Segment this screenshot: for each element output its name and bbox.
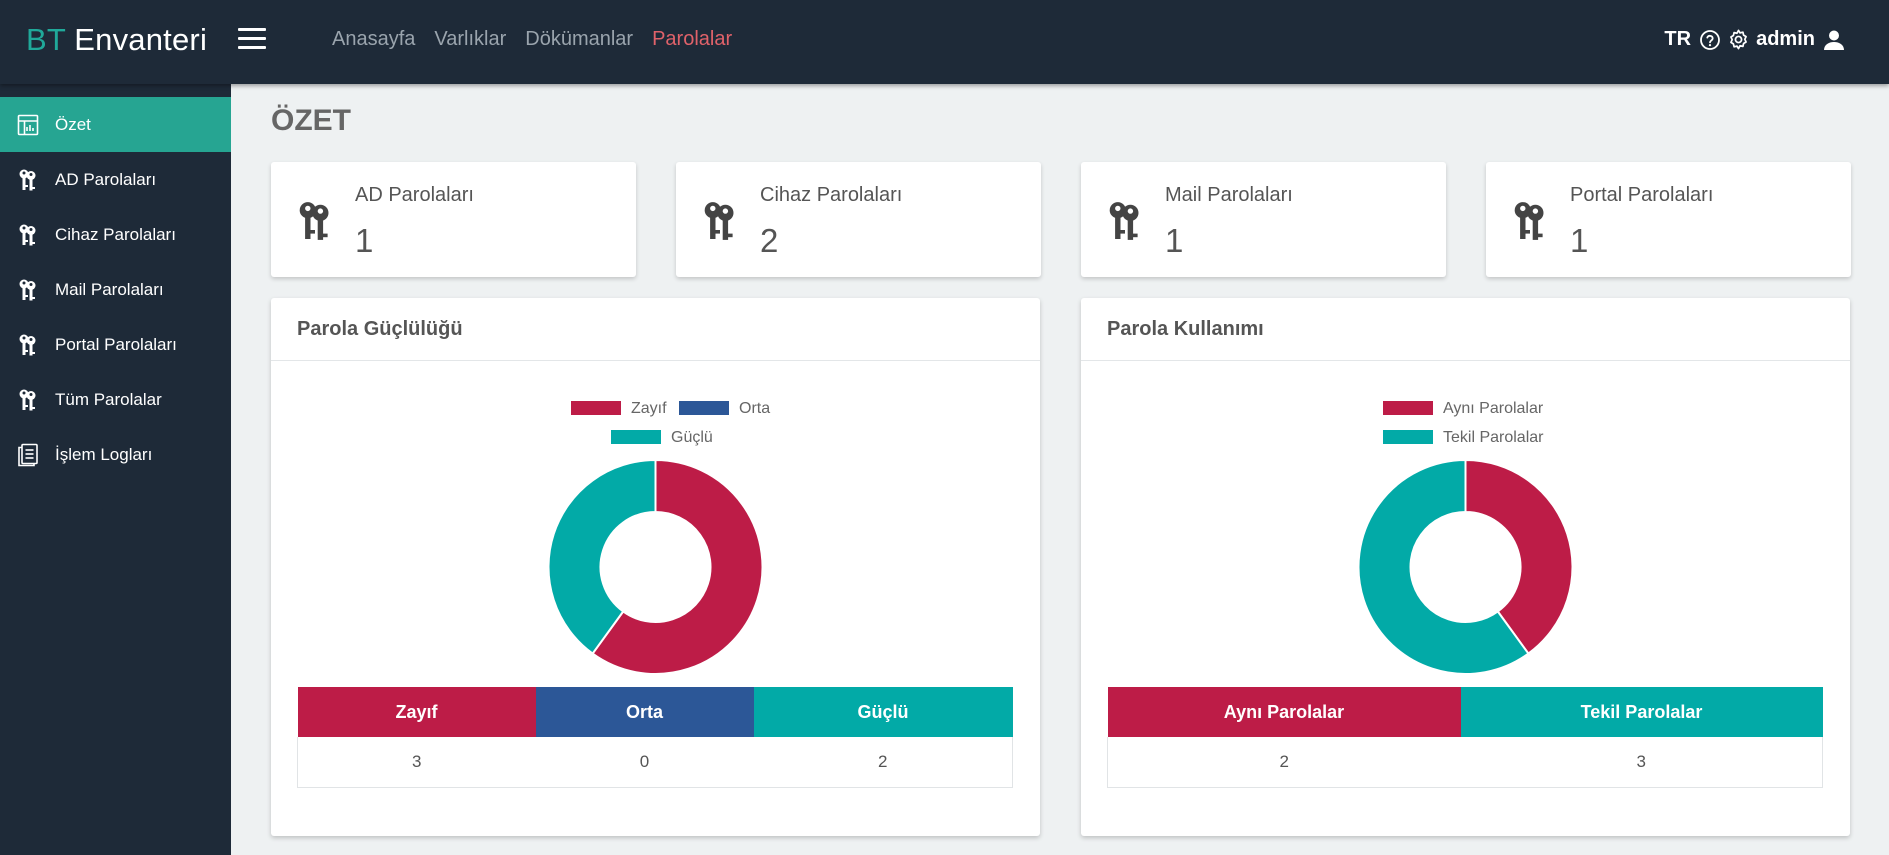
main-content: ÖZET AD Parolaları 1 Cihaz Parolaları 2 … (231, 84, 1889, 855)
panel-password-usage: Parola Kullanımı Aynı Parolalar Tekil Par… (1081, 298, 1850, 836)
user-icon[interactable] (1823, 29, 1845, 51)
cell-weak-count: 3 (297, 737, 536, 788)
slice-zayif[interactable] (591, 458, 764, 675)
sidebar-item-label: AD Parolaları (55, 169, 157, 189)
strength-table: Zayıf Orta Güçlü 3 0 2 (297, 687, 1013, 788)
gear-icon[interactable] (1727, 28, 1750, 51)
stat-label: AD Parolaları (355, 184, 474, 206)
help-circle-icon[interactable] (1699, 29, 1721, 51)
legend-swatch-tekil-parolalar[interactable] (1383, 430, 1433, 444)
stat-value: 1 (355, 222, 374, 259)
legend-label-orta[interactable]: Orta (739, 400, 770, 417)
sidebar-item-islem-loglari[interactable]: İşlem Logları (0, 427, 231, 482)
col-same: Aynı Parolalar (1107, 687, 1461, 737)
sidebar-item-label: İşlem Logları (55, 444, 153, 464)
stat-card-mail: Mail Parolaları 1 (1081, 162, 1446, 277)
stat-value: 2 (760, 222, 779, 259)
top-nav: Anasayfa Varlıklar Dökümanlar Parolalar (332, 28, 751, 51)
legend-label-zayif[interactable]: Zayıf (631, 400, 667, 417)
sidebar-item-label: Tüm Parolalar (55, 389, 162, 409)
menu-toggle-icon[interactable] (238, 28, 266, 52)
usage-table: Aynı Parolalar Tekil Parolalar 2 3 (1107, 687, 1823, 788)
cell-unique-count: 3 (1460, 737, 1823, 788)
sidebar-item-cihaz-parolalari[interactable]: Cihaz Parolaları (0, 207, 231, 262)
nav-parolalar[interactable]: Parolalar (652, 28, 733, 50)
document-icon (16, 443, 40, 467)
legend-swatch-zayif[interactable] (571, 401, 621, 415)
stat-label: Cihaz Parolaları (760, 184, 903, 206)
stat-label: Portal Parolaları (1570, 184, 1714, 206)
keys-icon (16, 333, 40, 357)
stat-card-portal: Portal Parolaları 1 (1486, 162, 1851, 277)
col-weak: Zayıf (297, 687, 536, 737)
doughnut-chart-usage: Aynı Parolalar Tekil Parolalar (1357, 400, 1574, 675)
stat-label: Mail Parolaları (1165, 184, 1293, 206)
brand-name: Envanteri (74, 22, 208, 57)
sidebar-item-label: Portal Parolaları (55, 334, 177, 354)
brand-logo[interactable]: BT Envanteri (26, 22, 207, 58)
dashboard-icon (16, 113, 40, 137)
nav-dokumanlar[interactable]: Dökümanlar (525, 28, 634, 50)
cell-same-count: 2 (1107, 737, 1461, 788)
keys-icon (16, 388, 40, 412)
sidebar-item-label: Cihaz Parolaları (55, 224, 176, 244)
stat-card-ad: AD Parolaları 1 (271, 162, 636, 277)
panel-password-strength: Parola Güçlülüğü Zayıf Orta Güçlü Zayıf Or… (271, 298, 1040, 836)
legend-swatch-guclu[interactable] (611, 430, 661, 444)
panel-title: Parola Güçlülüğü (271, 298, 1040, 361)
keys-icon (1512, 196, 1548, 251)
table-row: 2 3 (1107, 737, 1823, 788)
cell-medium-count: 0 (535, 737, 754, 788)
legend-label-ayni-parolalar[interactable]: Aynı Parolalar (1443, 400, 1544, 417)
legend-swatch-orta[interactable] (679, 401, 729, 415)
keys-icon (702, 196, 738, 251)
sidebar-item-label: Özet (55, 114, 91, 134)
keys-icon (297, 196, 333, 251)
sidebar-item-ad-parolalari[interactable]: AD Parolaları (0, 152, 231, 207)
sidebar-item-ozet[interactable]: Özet (0, 97, 231, 152)
doughnut-chart-strength: Zayıf Orta Güçlü (547, 400, 770, 675)
stat-card-cihaz: Cihaz Parolaları 2 (676, 162, 1041, 277)
legend-label-guclu[interactable]: Güçlü (671, 429, 713, 446)
keys-icon (16, 168, 40, 192)
col-strong: Güçlü (753, 687, 1013, 737)
keys-icon (16, 223, 40, 247)
legend-label-tekil-parolalar[interactable]: Tekil Parolalar (1443, 429, 1544, 446)
brand-accent: BT (26, 22, 66, 57)
sidebar-item-tum-parolalar[interactable]: Tüm Parolalar (0, 372, 231, 427)
sidebar: Özet AD Parolaları Cihaz Parolaları Mail… (0, 84, 231, 855)
nav-anasayfa[interactable]: Anasayfa (332, 28, 416, 50)
nav-varliklar[interactable]: Varlıklar (434, 28, 507, 50)
username-label[interactable]: admin (1756, 28, 1815, 50)
slice-guclu[interactable] (547, 458, 657, 655)
stat-value: 1 (1570, 222, 1589, 259)
keys-icon (16, 278, 40, 302)
sidebar-item-portal-parolalari[interactable]: Portal Parolaları (0, 317, 231, 372)
sidebar-item-mail-parolalari[interactable]: Mail Parolaları (0, 262, 231, 317)
sidebar-item-label: Mail Parolaları (55, 279, 164, 299)
language-switch[interactable]: TR (1664, 28, 1692, 50)
cell-strong-count: 2 (753, 737, 1013, 788)
top-navbar: BT Envanteri Anasayfa Varlıklar Dökümanl… (0, 0, 1889, 84)
stat-value: 1 (1165, 222, 1184, 259)
page-title: ÖZET (271, 104, 351, 137)
legend-swatch-ayni-parolalar[interactable] (1383, 401, 1433, 415)
slice-ayni-parolalar[interactable] (1464, 458, 1574, 655)
keys-icon (1107, 196, 1143, 251)
slice-tekil-parolalar[interactable] (1357, 458, 1530, 675)
panel-title: Parola Kullanımı (1081, 298, 1850, 361)
table-row: 3 0 2 (297, 737, 1013, 788)
header-right: TR admin (1664, 28, 1851, 51)
col-medium: Orta (535, 687, 754, 737)
col-unique: Tekil Parolalar (1460, 687, 1823, 737)
